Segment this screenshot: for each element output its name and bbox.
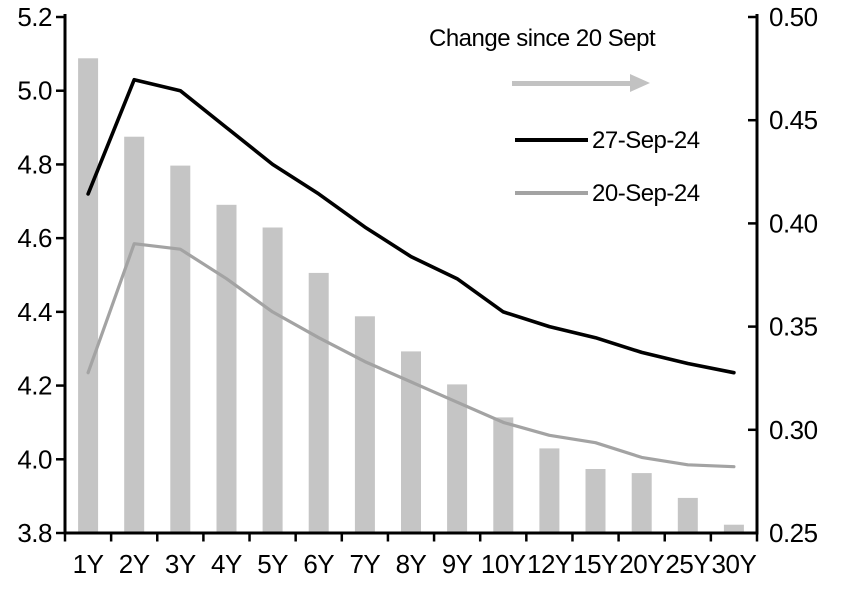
bar-change-15Y <box>585 469 606 533</box>
bar-change-12Y <box>539 448 560 533</box>
left-axis-label-5.2: 5.2 <box>17 2 52 32</box>
right-axis-label-0.40: 0.40 <box>769 208 818 238</box>
x-axis-label-10Y: 10Y <box>481 549 526 579</box>
bar-change-8Y <box>401 351 421 533</box>
bar-change-30Y <box>723 524 744 533</box>
bar-change-2Y <box>124 136 145 533</box>
right-axis-label-0.30: 0.30 <box>769 415 818 445</box>
x-axis-label-7Y: 7Y <box>349 549 380 579</box>
line-20-sep-24 <box>86 242 736 469</box>
bar-change-6Y <box>308 272 329 533</box>
bar-change-10Y <box>493 417 514 533</box>
left-axis-label-5.0: 5.0 <box>17 76 52 106</box>
right-axis-label-0.25: 0.25 <box>769 518 818 548</box>
right-axis-label-0.50: 0.50 <box>769 2 818 32</box>
x-axis-label-3Y: 3Y <box>165 549 196 579</box>
bar-change-25Y <box>677 497 698 533</box>
x-axis-label-9Y: 9Y <box>442 549 473 579</box>
x-axis-label-12Y: 12Y <box>527 549 572 579</box>
x-axis-label-1Y: 1Y <box>73 549 104 579</box>
left-axis-label-3.8: 3.8 <box>17 518 52 548</box>
x-axis-label-15Y: 15Y <box>573 549 618 579</box>
x-axis-label-5Y: 5Y <box>257 549 288 579</box>
x-axis-label-20Y: 20Y <box>619 549 664 579</box>
bar-change-4Y <box>216 204 237 534</box>
bar-change-1Y <box>78 58 99 534</box>
bar-change-20Y <box>631 473 652 533</box>
line-27-sep-24 <box>86 77 736 375</box>
x-axis-label-6Y: 6Y <box>303 549 334 579</box>
bar-change-7Y <box>354 316 375 533</box>
left-axis-label-4.8: 4.8 <box>17 149 52 179</box>
right-axis-label-0.35: 0.35 <box>769 312 818 342</box>
x-axis-label-30Y: 30Y <box>712 549 757 579</box>
left-axis-label-4.4: 4.4 <box>17 297 52 327</box>
right-axis-label-0.45: 0.45 <box>769 105 818 135</box>
x-axis-label-8Y: 8Y <box>396 549 427 579</box>
left-axis-label-4.2: 4.2 <box>17 371 52 401</box>
bar-change-3Y <box>170 165 191 533</box>
x-axis-label-2Y: 2Y <box>119 549 150 579</box>
bar-change-9Y <box>447 384 468 533</box>
bar-change-5Y <box>262 227 283 533</box>
x-axis-label-4Y: 4Y <box>211 549 242 579</box>
left-axis-label-4.0: 4.0 <box>17 444 52 474</box>
x-axis-label-25Y: 25Y <box>665 549 710 579</box>
left-axis-label-4.6: 4.6 <box>17 223 52 253</box>
